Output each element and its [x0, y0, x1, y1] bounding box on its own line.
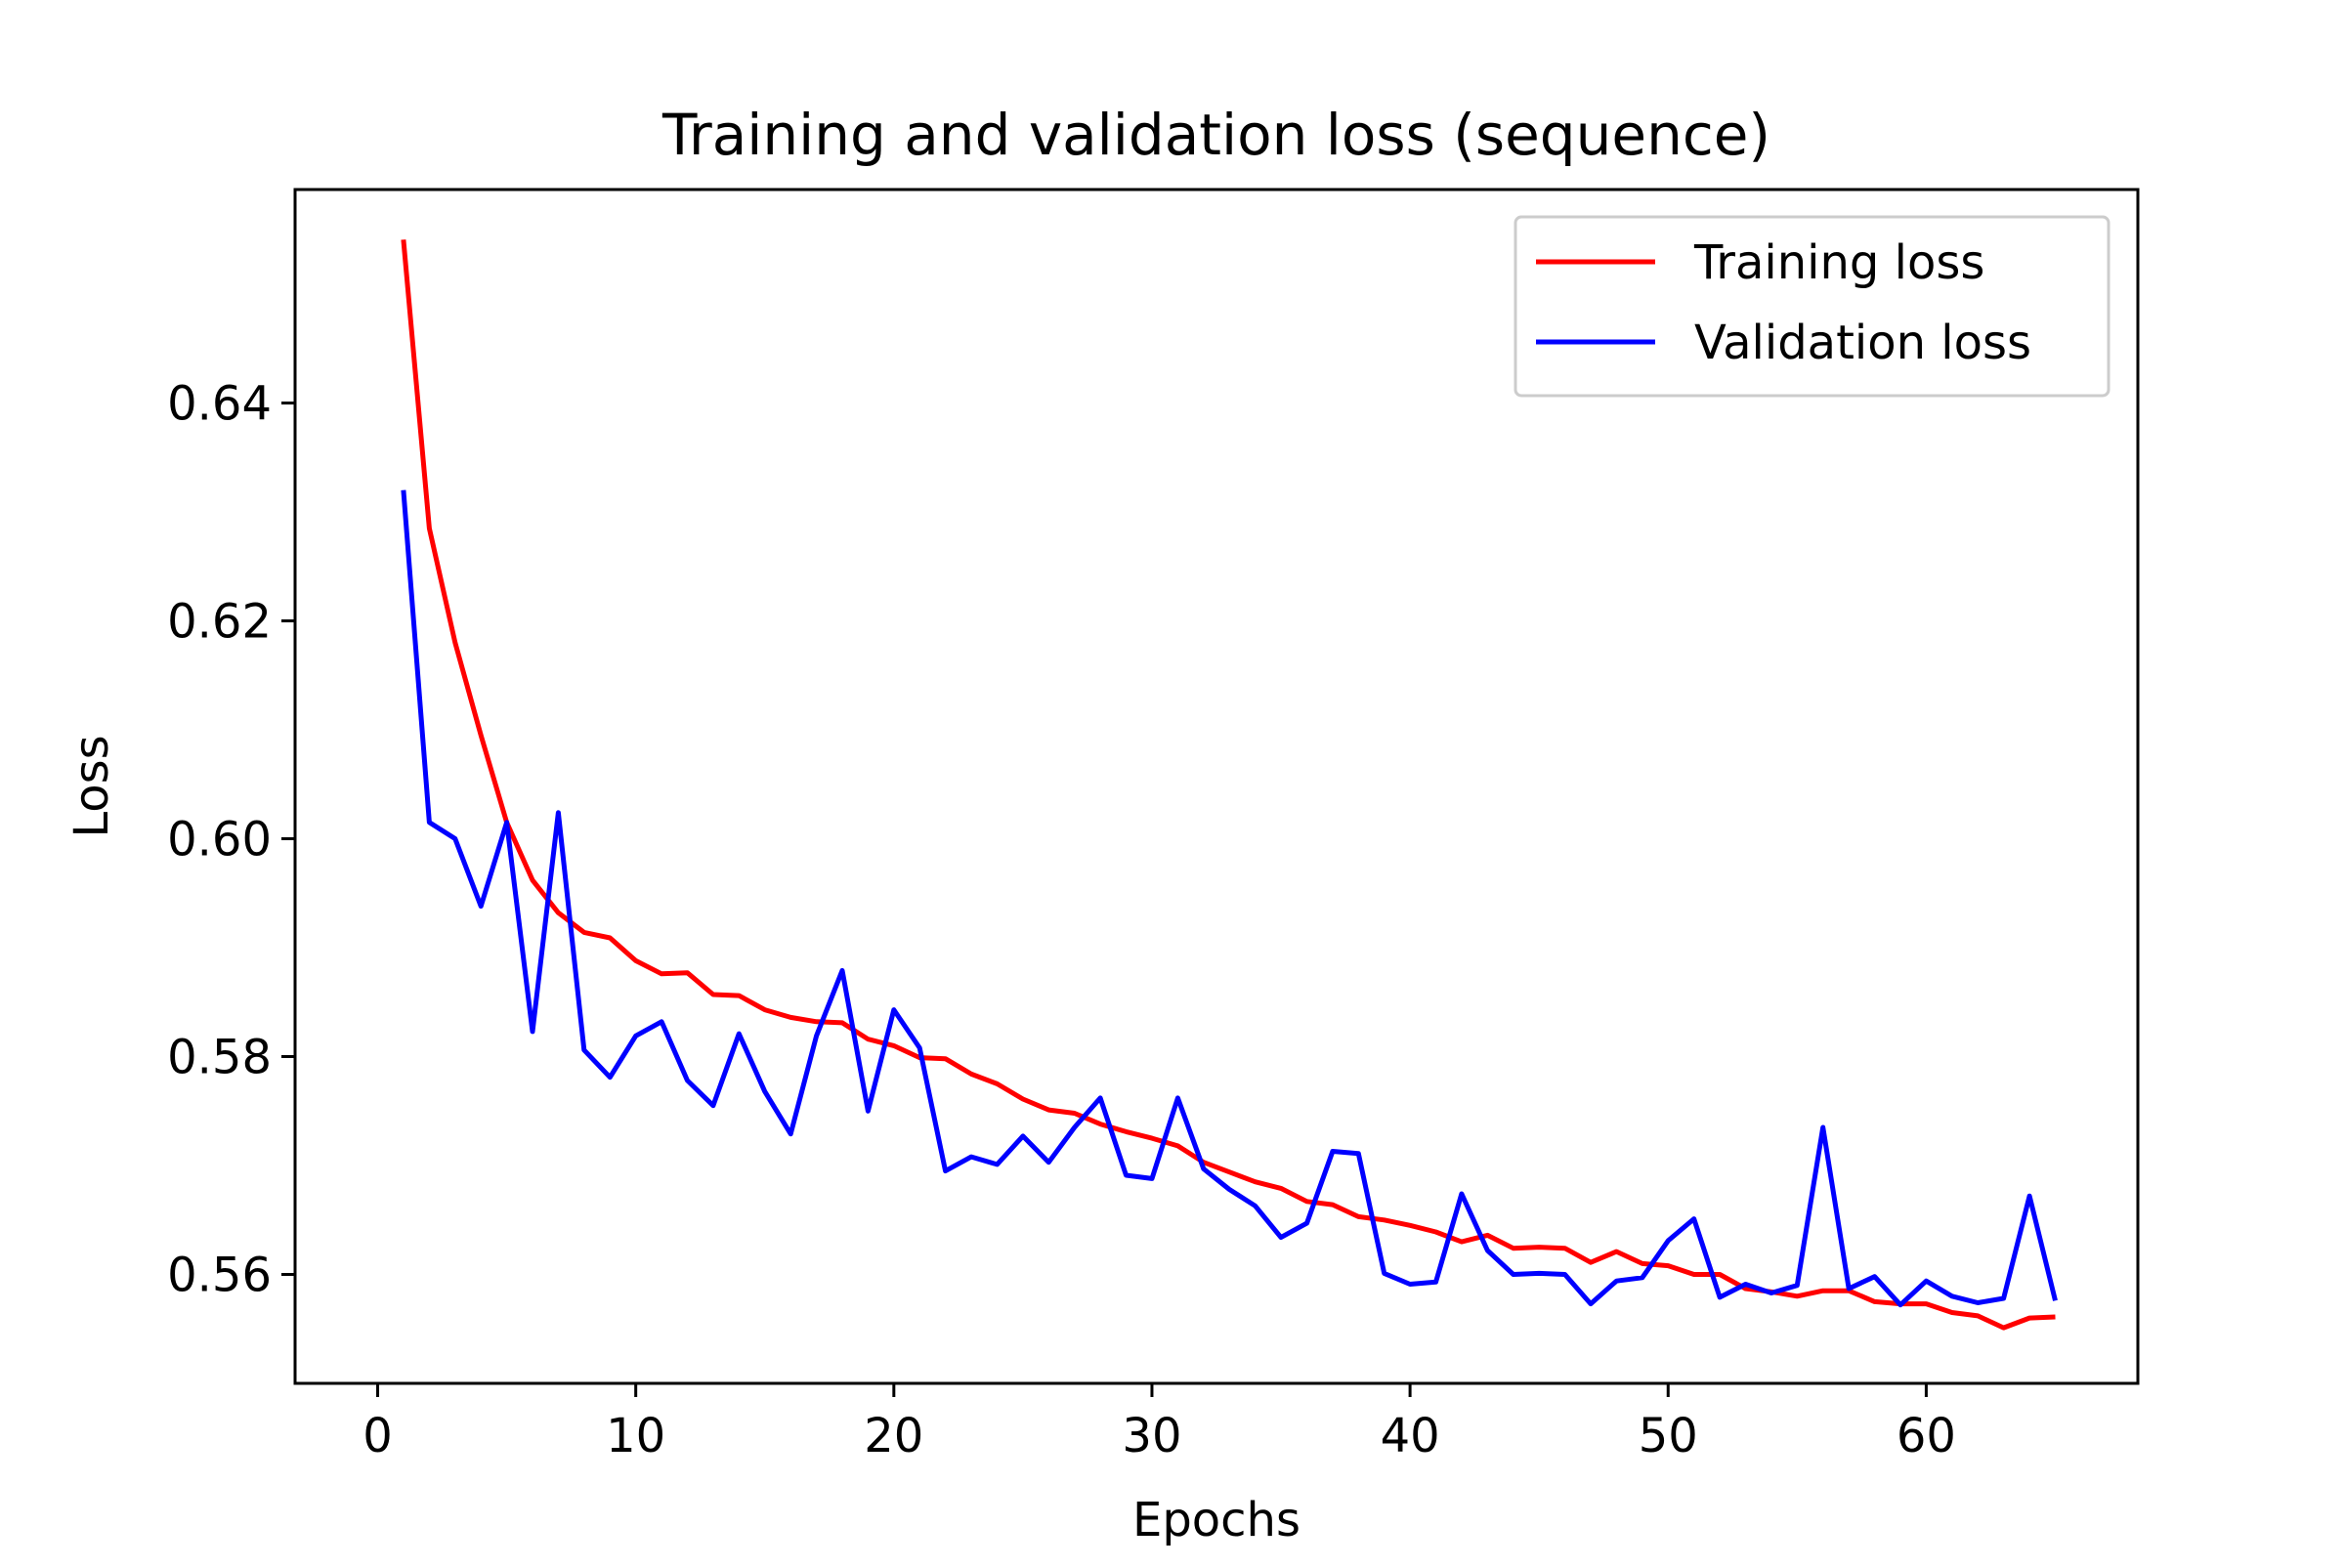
legend-label-validation-loss: Validation loss	[1694, 316, 2031, 370]
y-axis-ticks: 0.56 0.58 0.60 0.62 0.64	[167, 377, 295, 1303]
x-tick-label: 10	[606, 1409, 665, 1463]
x-tick-label: 0	[362, 1409, 393, 1463]
x-tick-label: 20	[864, 1409, 923, 1463]
training-loss-line	[401, 239, 2056, 1331]
x-axis-title: Epochs	[1132, 1493, 1300, 1547]
legend-label-training-loss: Training loss	[1693, 235, 1984, 290]
legend: Training loss Validation loss	[1514, 215, 2110, 398]
x-axis-ticks: 0 10 20 30 40 50 60	[362, 1383, 1956, 1463]
y-tick-label: 0.58	[167, 1031, 272, 1085]
x-tick-label: 40	[1381, 1409, 1440, 1463]
axes-frame	[293, 188, 2140, 1385]
x-tick-label: 50	[1639, 1409, 1698, 1463]
x-tick-label: 60	[1897, 1409, 1956, 1463]
y-tick-label: 0.62	[167, 595, 272, 650]
y-tick-label: 0.56	[167, 1249, 272, 1303]
validation-loss-line	[401, 489, 2058, 1308]
series-layer	[401, 239, 2058, 1331]
x-tick-label: 30	[1122, 1409, 1181, 1463]
y-tick-label: 0.60	[167, 813, 272, 868]
chart-title: Training and validation loss (sequence)	[661, 102, 1770, 168]
legend-box	[1514, 215, 2110, 398]
y-tick-label: 0.64	[167, 377, 272, 432]
y-axis-title: Loss	[64, 735, 119, 837]
